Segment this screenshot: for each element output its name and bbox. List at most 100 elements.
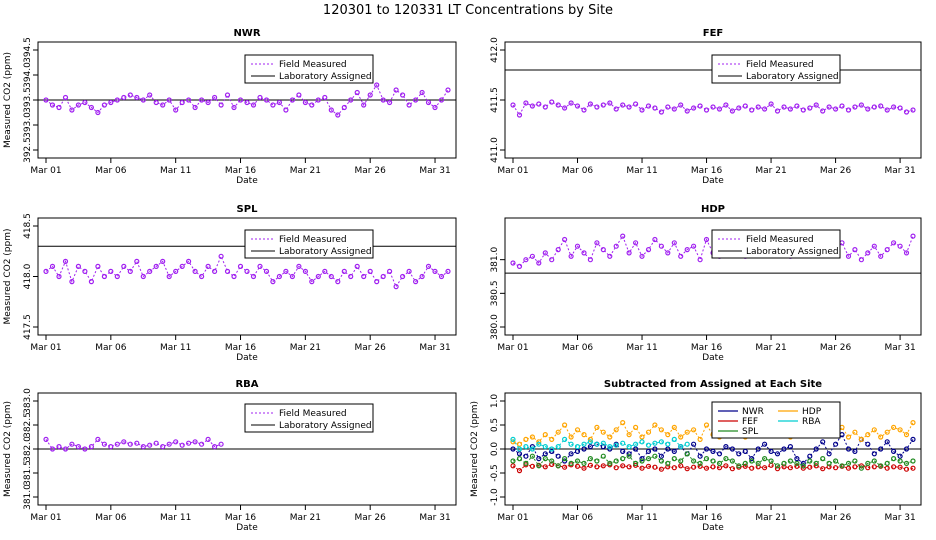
data-point [852, 458, 858, 464]
data-point [703, 456, 710, 462]
data-point [568, 100, 574, 106]
data-point [632, 460, 639, 466]
x-axis-label: Date [702, 353, 724, 363]
data-point [749, 107, 755, 113]
data-point [910, 436, 916, 442]
data-point [516, 456, 523, 462]
data-point [884, 429, 890, 435]
legend-box [244, 229, 374, 259]
data-point [865, 432, 871, 438]
legend-box [244, 403, 374, 433]
data-point [768, 462, 774, 468]
data-point [703, 422, 710, 428]
data-point [697, 463, 703, 469]
data-point [510, 463, 516, 469]
legend-label: Laboratory Assigned [279, 72, 372, 82]
data-point [845, 253, 852, 259]
data-point [813, 463, 819, 469]
data-point [620, 448, 626, 454]
data-point [263, 268, 270, 274]
data-point [289, 97, 295, 103]
data-point [49, 102, 56, 108]
data-point [626, 104, 632, 110]
y-tick-label: -1.0 [490, 488, 500, 506]
x-tick-label: Mar 11 [160, 166, 191, 176]
data-point [839, 424, 845, 430]
data-point [620, 440, 626, 446]
data-point [555, 444, 561, 450]
data-point [186, 258, 192, 264]
data-point [665, 464, 671, 470]
data-point [768, 448, 774, 454]
data-point [684, 466, 690, 472]
data-point [192, 104, 198, 111]
data-point [600, 440, 606, 446]
data-point [166, 97, 172, 103]
data-point [529, 253, 536, 259]
legend-label: FEF [742, 417, 758, 427]
panel-spl: SPL Mar 01 Mar 06 Mar 11 Mar 16 Mar 21 Mar 26 M… [3, 204, 457, 363]
x-tick-label: Mar 16 [691, 343, 723, 353]
data-point [845, 465, 852, 471]
data-point [761, 465, 768, 471]
data-point [729, 446, 736, 452]
data-point [652, 446, 658, 452]
data-point [257, 94, 263, 101]
data-point [658, 109, 665, 115]
data-point [878, 446, 884, 452]
x-tick-label: Mar 21 [290, 166, 321, 176]
data-point [845, 434, 852, 440]
data-point [581, 107, 587, 113]
panel-fef: FEF Mar 01 Mar 06 Mar 11 Mar 16 Mar 21 Mar 26 M… [490, 28, 922, 186]
data-point [549, 458, 555, 464]
y-tick-label: 417.5 [23, 314, 33, 340]
data-point [678, 102, 684, 108]
data-point [348, 273, 354, 280]
data-point [910, 233, 916, 239]
data-point [315, 273, 321, 280]
data-point [807, 453, 813, 459]
data-point [890, 456, 897, 462]
data-point [212, 94, 218, 101]
data-point [179, 99, 185, 106]
data-point [807, 458, 813, 464]
data-point [852, 448, 858, 454]
data-point [192, 268, 198, 274]
data-point [839, 240, 845, 246]
data-point [568, 451, 574, 457]
x-tick-label: Mar 31 [419, 166, 450, 176]
data-point [832, 458, 839, 464]
data-point [82, 446, 88, 452]
y-tick-label: 394.5 [23, 37, 33, 63]
data-point [826, 104, 832, 110]
data-point [723, 444, 729, 450]
data-point [774, 108, 781, 114]
data-point [276, 273, 282, 280]
data-point [884, 460, 890, 466]
data-point [716, 460, 723, 466]
data-point [542, 451, 548, 457]
data-point [690, 243, 697, 249]
data-point [581, 465, 587, 471]
data-point [755, 104, 761, 110]
data-point [787, 458, 794, 464]
data-point [95, 263, 101, 269]
x-tick-label: Mar 16 [225, 343, 257, 353]
data-point [620, 456, 626, 462]
data-point [865, 465, 871, 471]
x-tick-label: Mar 06 [95, 513, 127, 523]
data-point [75, 102, 82, 108]
data-point [244, 99, 250, 106]
data-point [613, 465, 619, 471]
data-point [173, 439, 179, 445]
data-point [335, 279, 341, 285]
data-point [632, 446, 639, 452]
data-point [639, 107, 645, 113]
data-point [600, 247, 606, 253]
data-point [678, 434, 684, 440]
data-point [341, 268, 347, 274]
data-point [581, 250, 587, 256]
data-point [871, 243, 877, 249]
data-point [723, 463, 729, 469]
